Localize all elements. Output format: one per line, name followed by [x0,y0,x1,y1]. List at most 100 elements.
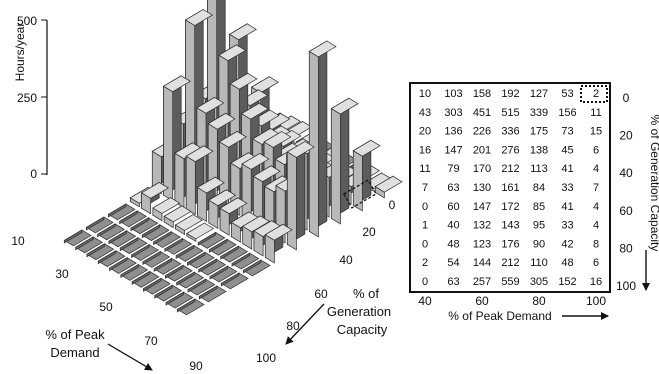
bar3d-face-front [174,152,185,209]
bar3d-face-top [218,130,247,148]
bar3d-tile-edge [153,257,173,272]
bar3d [176,298,205,316]
bar3d [165,291,194,309]
bar3d-face-front [330,107,341,225]
table-cell: 156 [558,107,576,119]
table-cell: 257 [473,276,491,288]
table-cell: 33 [561,220,573,232]
table-cell: 161 [501,182,519,194]
bar3d [141,224,170,242]
table-cell: 110 [530,257,548,269]
bar3d-tile-edge [164,237,183,253]
table-cell: 113 [530,163,548,175]
bar3d [152,196,181,222]
bar3d-tile-edge [153,230,172,246]
z-axis-label: Hours/year [13,23,27,82]
bar3d [220,272,249,290]
bar3d [242,259,271,277]
table-cell: 192 [501,88,519,100]
x-axis-title-line: Demand [50,345,99,360]
table-cell: 41 [561,163,573,175]
bar3d [119,237,148,255]
table-row-tick: 60 [619,204,633,218]
bar3d [142,250,171,268]
bar3d-tile-edge [175,244,195,259]
bar3d-tile-edge [242,259,262,274]
table-cell: 336 [501,126,519,138]
bar3d [186,222,215,243]
table-cell: 212 [501,257,519,269]
bar3d-tile-edge [141,224,161,239]
table-cell: 45 [561,144,573,156]
bar3d-face-top [186,222,215,240]
table-cell: 132 [473,220,491,232]
table-cell: 172 [501,201,519,213]
y-axis-title-line: % of [353,286,379,301]
bar3d-tile-edge [220,245,239,260]
table-cell: 136 [444,126,462,138]
bar3d-tile-edge [198,285,218,300]
bar3d-tile-edge [119,237,139,252]
bar3d-face-front [308,50,319,238]
table-cell: 4 [593,201,599,213]
bar3d-tile-edge [165,291,184,306]
bar3d [86,243,115,261]
bar3d-face-top [374,175,403,193]
table-cell: 11 [590,107,601,119]
table-cell: 16 [590,276,602,288]
bar3d-face-top [152,197,181,214]
bar3d [186,251,215,269]
bar3d-tile-edge [187,251,206,266]
x-tick-label: 10 [11,234,25,248]
table-cell: 226 [473,126,491,138]
y-tick-label: 100 [256,351,276,365]
table-cell: 84 [533,182,545,194]
table-cell: 60 [447,201,459,213]
bar3d [187,278,216,296]
bar3d-tile-edge [119,210,138,225]
bar3d-face-top [308,40,337,58]
table-col-tick: 40 [418,294,432,308]
z-tick-label: 500 [17,14,37,28]
table-cell: 7 [593,182,599,194]
table-cell: 559 [501,276,519,288]
table-cell: 63 [447,182,459,194]
bar3d-face-top [352,139,381,157]
bar3d-face-front [185,155,196,216]
table-frame [409,82,611,293]
table-x-label: % of Peak Demand [448,309,551,323]
y-tick-label: 0 [389,198,396,212]
bar3d [352,139,381,212]
y-tick-label: 80 [286,319,300,333]
table-cell: 73 [561,126,573,138]
table-cell: 16 [419,144,431,156]
table-cell: 4 [593,220,599,232]
y-tick-label: 60 [314,287,328,301]
table-cell: 451 [473,107,491,119]
table-cell: 4 [593,163,599,175]
table-cell: 152 [558,276,576,288]
y-axis-title-line: Generation [327,304,391,319]
y-tick-label: 20 [362,225,376,239]
table-cell: 0 [422,201,428,213]
bar3d-face-top [208,189,237,207]
table-col-tick: 80 [532,294,546,308]
x-tick-label: 50 [99,300,113,314]
bar3d [96,223,125,241]
bar3d-face-top [330,97,359,115]
table-row-tick: 100 [616,279,636,293]
bar3d-tile-edge [143,277,162,292]
bar3d [163,205,192,229]
z-tick-label: 0 [30,167,37,181]
bar3d [198,285,227,303]
bar3d [198,258,227,276]
bar3d-tile-edge [107,203,127,218]
bar3d-face-top [207,112,236,130]
bar3d [197,231,226,249]
bar3d-tile-edge [209,265,228,280]
bar3d [264,223,293,264]
bar3d-tile-edge [131,243,150,259]
bar3d-tile-edge [86,243,105,258]
